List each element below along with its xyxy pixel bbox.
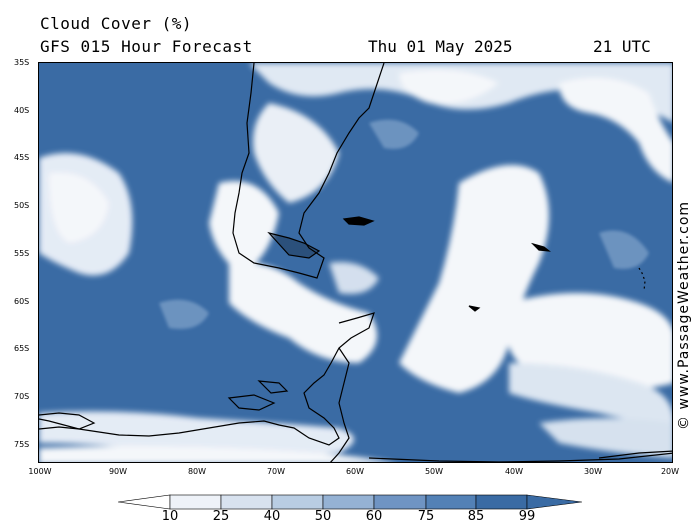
- lat-label: 45S: [14, 153, 30, 162]
- lon-label: 60W: [345, 467, 365, 476]
- lat-label: 70S: [14, 392, 30, 401]
- colorbar-label: 25: [212, 509, 230, 524]
- cloud-layer-mid: [159, 119, 649, 329]
- copyright-text: © www.PassageWeather.com: [676, 200, 692, 430]
- forecast-subtitle: GFS 015 Hour Forecast: [40, 37, 253, 56]
- lat-label: 65S: [14, 344, 30, 353]
- colorbar-label: 75: [417, 509, 435, 524]
- lon-label: 80W: [187, 467, 207, 476]
- colorbar-segment: [271, 494, 324, 510]
- coastlines: [39, 63, 672, 462]
- lon-label: 100W: [28, 467, 52, 476]
- lon-label: 50W: [424, 467, 444, 476]
- colorbar-segment: [425, 494, 477, 510]
- colorbar-segment: [220, 494, 273, 510]
- colorbar-segment: [475, 494, 528, 510]
- lat-label: 60S: [14, 297, 30, 306]
- lat-label: 50S: [14, 201, 30, 210]
- colorbar-label: 10: [161, 509, 179, 524]
- lon-label: 30W: [583, 467, 603, 476]
- lat-label: 35S: [14, 58, 30, 67]
- cloud-cover-colorbar: [118, 494, 582, 510]
- colorbar-segment: [118, 494, 171, 510]
- lat-label: 40S: [14, 106, 30, 115]
- colorbar-label: 99: [518, 509, 536, 524]
- cloud-cover-map[interactable]: [38, 62, 673, 463]
- colorbar-segment: [322, 494, 375, 510]
- lon-label: 70W: [266, 467, 286, 476]
- forecast-date: Thu 01 May 2025: [368, 37, 513, 56]
- colorbar-segment: [373, 494, 427, 510]
- colorbar-label: 40: [263, 509, 281, 524]
- colorbar-label: 85: [467, 509, 485, 524]
- lat-label: 75S: [14, 440, 30, 449]
- forecast-time: 21 UTC: [593, 37, 651, 56]
- lon-label: 90W: [108, 467, 128, 476]
- colorbar-segment: [169, 494, 222, 510]
- colorbar-label: 50: [314, 509, 332, 524]
- colorbar-segment: [526, 494, 582, 510]
- lon-label: 20W: [660, 467, 680, 476]
- map-title: Cloud Cover (%): [40, 14, 192, 33]
- cloud-layer: [39, 63, 672, 462]
- lon-label: 40W: [504, 467, 524, 476]
- map-canvas: [39, 63, 672, 462]
- lat-label: 55S: [14, 249, 30, 258]
- colorbar-label: 60: [365, 509, 383, 524]
